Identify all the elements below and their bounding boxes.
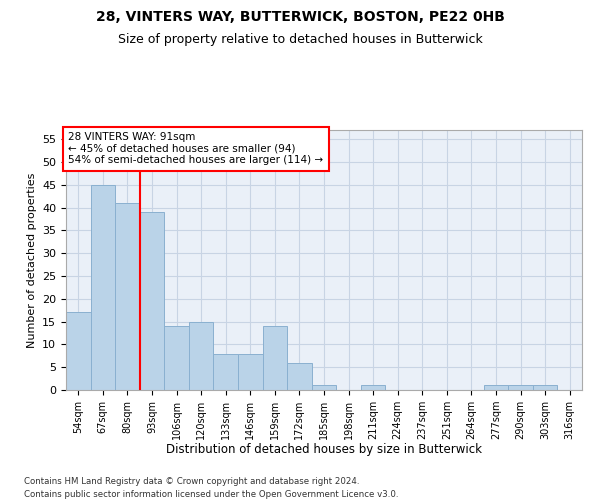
Bar bbox=[361, 386, 385, 390]
Bar bbox=[484, 386, 508, 390]
Text: Contains public sector information licensed under the Open Government Licence v3: Contains public sector information licen… bbox=[24, 490, 398, 499]
Text: Contains HM Land Registry data © Crown copyright and database right 2024.: Contains HM Land Registry data © Crown c… bbox=[24, 478, 359, 486]
Bar bbox=[140, 212, 164, 390]
Bar bbox=[508, 386, 533, 390]
Bar bbox=[263, 326, 287, 390]
Bar bbox=[214, 354, 238, 390]
Bar bbox=[66, 312, 91, 390]
Bar bbox=[91, 184, 115, 390]
Text: Distribution of detached houses by size in Butterwick: Distribution of detached houses by size … bbox=[166, 442, 482, 456]
Bar bbox=[287, 362, 312, 390]
Bar bbox=[115, 203, 140, 390]
Y-axis label: Number of detached properties: Number of detached properties bbox=[26, 172, 37, 348]
Bar bbox=[189, 322, 214, 390]
Bar bbox=[533, 386, 557, 390]
Text: 28, VINTERS WAY, BUTTERWICK, BOSTON, PE22 0HB: 28, VINTERS WAY, BUTTERWICK, BOSTON, PE2… bbox=[95, 10, 505, 24]
Bar bbox=[164, 326, 189, 390]
Bar bbox=[312, 386, 336, 390]
Bar bbox=[238, 354, 263, 390]
Text: 28 VINTERS WAY: 91sqm
← 45% of detached houses are smaller (94)
54% of semi-deta: 28 VINTERS WAY: 91sqm ← 45% of detached … bbox=[68, 132, 323, 166]
Text: Size of property relative to detached houses in Butterwick: Size of property relative to detached ho… bbox=[118, 32, 482, 46]
